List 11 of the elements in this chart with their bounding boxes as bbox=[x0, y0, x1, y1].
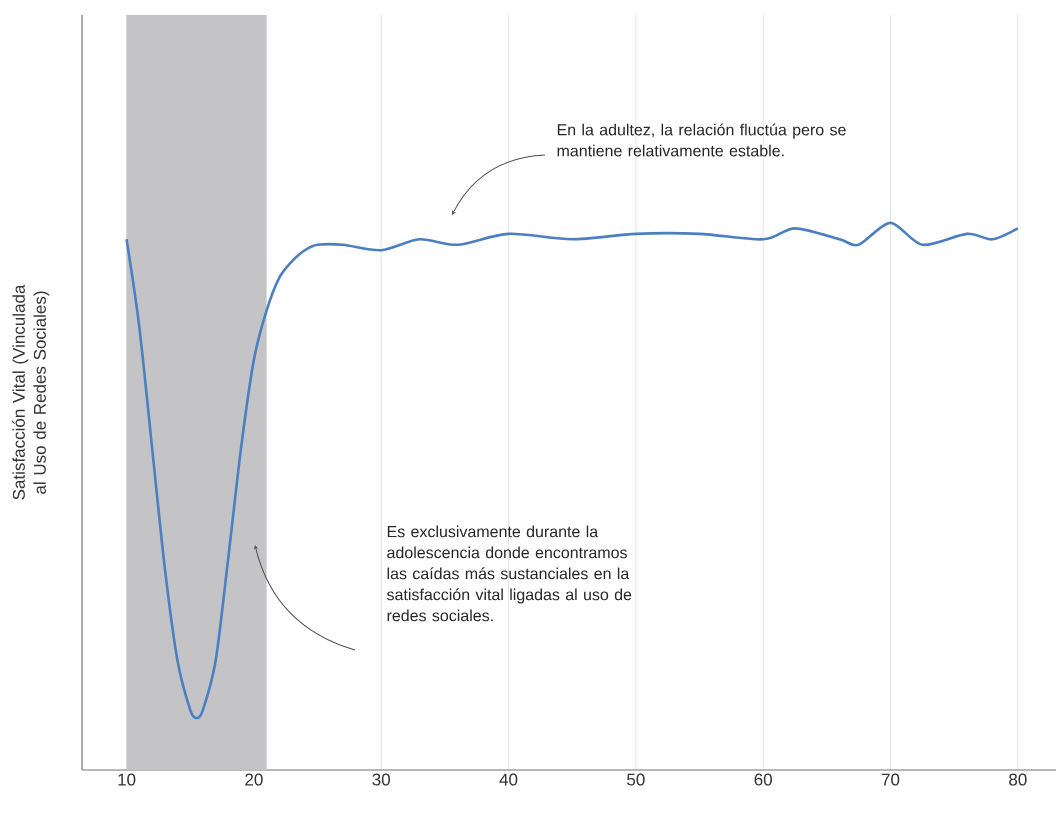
x-tick-label: 20 bbox=[245, 773, 263, 786]
x-tick-label: 70 bbox=[881, 773, 900, 786]
x-tick-label: 30 bbox=[372, 773, 391, 786]
text: En la adultez, la relación fluctúa pero se mantiene relativamente estable. bbox=[557, 123, 846, 157]
x-tick-label: 40 bbox=[499, 773, 518, 786]
y-axis-title: Satisfacción Vital (Vinculada al Uso de Redes Sociales) bbox=[12, 284, 50, 500]
annotation: Es exclusivamente durante la adolescencia donde encontramos las caídas más sustanciales en la satisfacción vital ligadas al uso de redes sociales. bbox=[386, 525, 632, 622]
x-tick-label: 10 bbox=[118, 773, 136, 786]
x-tick-label: 60 bbox=[754, 773, 772, 786]
x-tick-label: 80 bbox=[1009, 773, 1027, 786]
x-tick-label: 50 bbox=[627, 773, 645, 786]
